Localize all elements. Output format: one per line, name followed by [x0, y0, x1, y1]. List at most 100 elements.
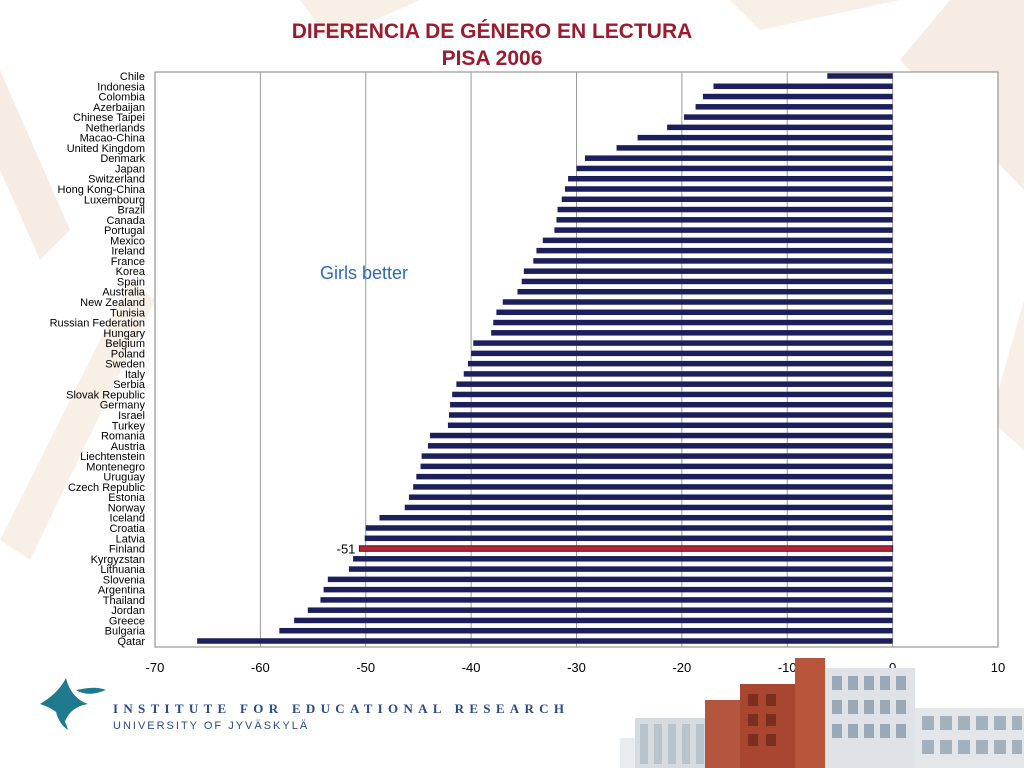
category-label: Bulgaria — [105, 626, 146, 638]
category-label: Luxembourg — [84, 194, 145, 206]
bar — [327, 576, 893, 583]
bar — [568, 175, 893, 182]
category-label: Greece — [109, 615, 145, 627]
chart-title-line1: DIFERENCIA DE GÉNERO EN LECTURA — [291, 20, 693, 43]
category-label: New Zealand — [80, 297, 145, 309]
category-label: Mexico — [110, 235, 145, 247]
bar — [323, 586, 893, 593]
bar — [557, 206, 893, 213]
bars — [197, 73, 894, 644]
category-label: Israel — [118, 410, 145, 422]
category-label: Japan — [115, 163, 145, 175]
bar — [320, 597, 893, 603]
bar — [554, 227, 893, 233]
category-label: Switzerland — [88, 174, 145, 186]
category-label: Liechtenstein — [80, 451, 145, 463]
bar — [493, 319, 893, 326]
category-label: Montenegro — [86, 461, 145, 473]
chart-title: DIFERENCIA DE GÉNERO EN LECTURA PISA 200… — [0, 18, 984, 72]
category-label: Uruguay — [103, 472, 145, 484]
category-label: Canada — [106, 215, 145, 227]
category-label: Argentina — [98, 585, 146, 597]
category-label: Hungary — [103, 328, 145, 340]
category-label: Sweden — [105, 359, 145, 371]
category-label: Czech Republic — [68, 482, 146, 494]
bar — [556, 217, 893, 223]
bar — [197, 638, 893, 644]
bar — [473, 340, 893, 346]
bar — [521, 278, 893, 285]
x-tick-label: -10 — [778, 660, 797, 675]
chart-title-line2: PISA 2006 — [441, 47, 543, 70]
bar — [564, 186, 893, 192]
bar — [467, 360, 893, 367]
category-label: Denmark — [100, 153, 145, 165]
category-label: Latvia — [116, 533, 146, 545]
category-label: Finland — [109, 544, 145, 556]
institute-name: INSTITUTE FOR EDUCATIONAL RESEARCH — [113, 701, 570, 716]
bar — [533, 258, 893, 264]
bar — [427, 443, 893, 449]
bar — [294, 617, 893, 624]
bar — [448, 412, 893, 418]
bar — [561, 196, 893, 203]
bar — [683, 114, 893, 120]
bar — [542, 237, 893, 244]
category-label: Kyrgyzstan — [91, 554, 145, 566]
category-label: Romania — [101, 431, 146, 443]
bar — [416, 473, 893, 480]
bar — [667, 124, 893, 131]
category-label: Turkey — [112, 420, 146, 432]
category-label: Portugal — [104, 225, 145, 237]
category-label: Slovenia — [103, 574, 146, 586]
university-logo-icon — [40, 678, 106, 730]
category-label: Chinese Taipei — [73, 112, 145, 124]
category-label: Thailand — [103, 595, 145, 607]
category-label: Estonia — [108, 492, 146, 504]
bar — [496, 309, 893, 316]
x-tick-label: -60 — [251, 660, 270, 675]
building-photo — [620, 658, 1024, 768]
bar — [379, 514, 893, 521]
bar — [456, 381, 893, 387]
category-label: Germany — [100, 400, 146, 412]
category-labels: ChileIndonesiaColombiaAzerbaijanChinese … — [50, 71, 146, 648]
bar — [713, 83, 893, 90]
category-label: Qatar — [117, 636, 145, 648]
category-label: Brazil — [117, 205, 145, 217]
category-label: Azerbaijan — [93, 102, 145, 114]
category-label: Netherlands — [86, 122, 146, 134]
bar — [584, 155, 893, 161]
bar — [421, 453, 893, 459]
bar — [702, 93, 893, 100]
bar — [695, 104, 893, 110]
bar — [365, 525, 893, 531]
category-label: Lithuania — [100, 564, 146, 576]
category-label: Croatia — [110, 523, 146, 535]
category-label: Poland — [111, 348, 145, 360]
category-label: Tunisia — [110, 307, 146, 319]
x-tick-labels: -70 -60 -50 -40 -30 -20 -10 0 10 — [146, 660, 1006, 675]
bar — [463, 371, 893, 377]
category-label: France — [111, 256, 145, 268]
bar — [491, 330, 893, 336]
category-label: United Kingdom — [67, 143, 145, 155]
bar — [523, 268, 893, 274]
category-label: Macao-China — [80, 133, 146, 145]
category-label: Australia — [102, 287, 146, 299]
x-tick-label: -30 — [567, 660, 586, 675]
bar — [517, 288, 893, 295]
x-tick-label: -20 — [672, 660, 691, 675]
bar — [452, 391, 893, 398]
university-name: UNIVERSITY OF JYVÄSKYLÄ — [113, 720, 310, 732]
category-label: Hong Kong-China — [58, 184, 146, 196]
category-label: Belgium — [105, 338, 145, 350]
bar — [307, 607, 893, 613]
bar — [450, 401, 893, 408]
category-label: Russian Federation — [50, 318, 145, 330]
category-label: Spain — [117, 276, 145, 288]
bar — [413, 484, 893, 490]
category-label: Ireland — [111, 246, 145, 258]
bar — [364, 535, 893, 542]
